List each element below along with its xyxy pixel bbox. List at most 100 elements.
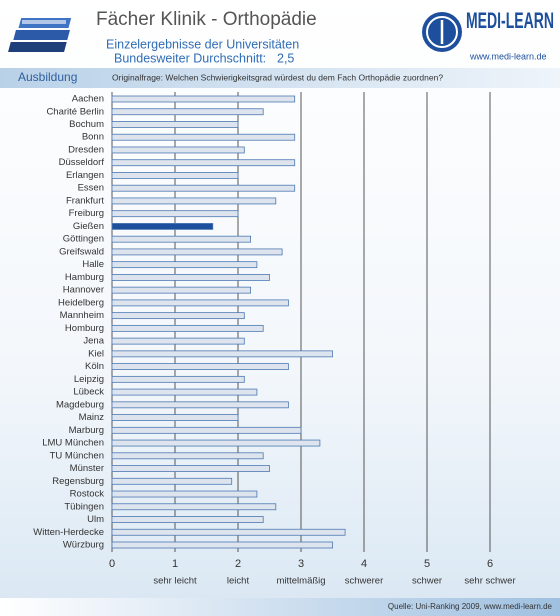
y-tick-label: Magdeburg (56, 399, 104, 410)
y-tick-label: Düsseldorf (59, 157, 105, 168)
bar (111, 401, 289, 409)
footer-band (0, 598, 560, 616)
bar (111, 426, 302, 434)
y-tick-label: Lübeck (73, 387, 104, 398)
bar (111, 452, 264, 460)
average-value: 2,5 (277, 51, 294, 65)
bar (111, 210, 239, 218)
y-tick-label: Rostock (70, 489, 105, 500)
bar (111, 159, 296, 167)
bar (111, 465, 270, 472)
bar (111, 516, 264, 523)
bar (111, 375, 245, 383)
y-tick-label: Mannheim (60, 310, 104, 321)
x-tick-label: 6 (487, 558, 493, 570)
y-tick-label: Leipzig (74, 374, 104, 385)
bar (111, 248, 283, 256)
y-tick-label: TU München (50, 450, 104, 461)
y-tick-label: Gießen (73, 221, 104, 232)
bar (111, 95, 296, 103)
subtitle: Einzelergebnisse der Universitäten (106, 37, 299, 51)
bar (111, 121, 239, 128)
source: Quelle: Uni-Ranking 2009, www.medi-learn… (388, 602, 553, 611)
y-tick-label: Witten-Herdecke (33, 527, 104, 538)
bar (111, 490, 258, 498)
x-tick-label: 3 (298, 558, 304, 570)
y-tick-label: Kiel (88, 348, 104, 359)
logo-url: www.medi-learn.de (469, 51, 547, 61)
bar (111, 541, 333, 549)
y-tick-label: LMU München (42, 438, 104, 449)
y-tick-label: Bochum (69, 119, 104, 130)
x-tick-name: schwer (412, 576, 442, 587)
bar (111, 324, 264, 332)
title: Fächer Klinik - Orthopädie (96, 9, 317, 30)
y-tick-label: Marburg (69, 425, 104, 436)
books-icon (8, 18, 72, 52)
bar (111, 197, 277, 205)
y-tick-label: Frankfurt (66, 195, 104, 206)
y-tick-label: Bonn (82, 132, 104, 143)
y-tick-label: Greifswald (59, 246, 104, 257)
bar (111, 299, 289, 307)
bar (111, 528, 346, 536)
bar (111, 337, 245, 345)
y-tick-label: Köln (85, 361, 104, 372)
x-tick-label: 0 (109, 558, 115, 570)
y-tick-label: Aachen (72, 94, 104, 105)
bar (111, 133, 296, 141)
y-tick-label: Halle (82, 259, 104, 270)
section-label: Ausbildung (18, 70, 77, 84)
x-tick-label: 1 (172, 558, 178, 570)
y-tick-label: Göttingen (63, 234, 104, 245)
x-tick-name: sehr leicht (153, 576, 197, 587)
x-tick-label: 5 (424, 558, 430, 570)
bar (111, 273, 270, 281)
logo: MEDI-LEARN www.medi-learn.de (422, 8, 554, 61)
bar (111, 503, 277, 511)
x-tick-label: 2 (235, 558, 241, 570)
x-tick-name: leicht (227, 576, 250, 587)
bar (111, 235, 252, 243)
bar (111, 286, 252, 294)
bar (111, 477, 233, 485)
y-tick-label: Freiburg (69, 208, 104, 219)
x-tick-name: sehr schwer (464, 576, 515, 587)
y-tick-label: Homburg (65, 323, 104, 334)
y-tick-label: Heidelberg (58, 297, 104, 308)
y-tick-label: Essen (78, 183, 104, 194)
y-tick-label: Mainz (79, 412, 105, 423)
y-tick-label: Regensburg (52, 476, 104, 487)
bar (111, 172, 239, 179)
section-band (0, 68, 560, 88)
y-tick-label: Tübingen (64, 501, 104, 512)
y-tick-label: Ulm (87, 514, 104, 525)
y-tick-label: Jena (83, 336, 104, 347)
x-tick-label: 4 (361, 558, 367, 570)
y-tick-label: Würzburg (63, 540, 104, 551)
bar (111, 184, 296, 192)
bar (111, 363, 289, 371)
y-tick-label: Erlangen (66, 170, 104, 181)
bar (111, 439, 321, 447)
bar (111, 388, 258, 396)
y-tick-label: Hannover (63, 285, 104, 296)
bar (111, 312, 245, 320)
bar (111, 261, 258, 269)
bar (111, 146, 245, 154)
y-tick-label: Münster (70, 463, 104, 474)
bar (111, 350, 333, 358)
y-tick-label: Charité Berlin (46, 106, 104, 117)
average-label: Bundesweiter Durchschnitt: (114, 51, 266, 65)
x-tick-name: mittelmäßig (276, 576, 325, 587)
y-tick-label: Hamburg (65, 272, 104, 283)
question: Originalfrage: Welchen Schwierigkeitsgra… (112, 72, 443, 82)
x-tick-name: schwerer (345, 576, 384, 587)
bar (111, 414, 239, 421)
bar (111, 108, 264, 116)
bar (111, 223, 214, 230)
y-tick-label: Dresden (68, 144, 104, 155)
logo-text: MEDI-LEARN (466, 8, 554, 33)
